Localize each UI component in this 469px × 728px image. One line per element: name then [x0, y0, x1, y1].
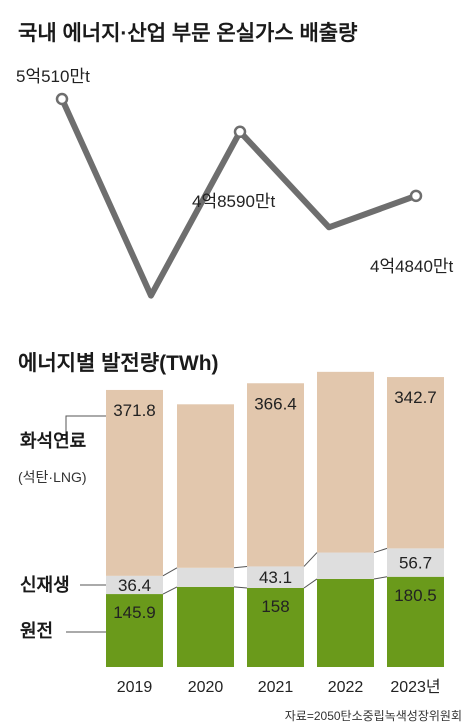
renewable-top-connector — [303, 552, 318, 567]
renewable-segment — [177, 567, 234, 587]
legend-fossil-note: (석탄·LNG) — [18, 469, 87, 485]
legend-renewable-label: 신재생 — [20, 575, 70, 595]
bar-data-label: 366.4 — [254, 394, 297, 413]
fossil-segment — [247, 383, 304, 567]
renewable-top-connector — [233, 565, 248, 569]
nuclear-top-connector — [233, 586, 248, 589]
bar-data-label: 342.7 — [394, 388, 437, 407]
emissions-data-label: 5억510만t — [16, 67, 90, 86]
line-chart-title: 국내 에너지·산업 부문 온실가스 배출량 — [18, 22, 357, 45]
bar-data-label: 158 — [261, 597, 289, 616]
category-label: 2019 — [117, 679, 153, 696]
legend-fossil-label: 화석연료 — [20, 431, 86, 451]
category-label: 2023년 — [390, 678, 440, 696]
category-label: 2021 — [258, 679, 294, 696]
emissions-data-label: 4억4840만t — [370, 257, 454, 276]
bar-data-label: 145.9 — [113, 603, 156, 622]
renewable-segment — [387, 548, 444, 577]
renewable-segment — [317, 552, 374, 579]
legend-nuclear-label: 원전 — [20, 621, 53, 641]
legend-fossil-pointer — [65, 415, 106, 436]
fossil-segment — [106, 389, 163, 576]
emissions-data-label: 4억8590만t — [192, 192, 276, 211]
bar-data-label: 43.1 — [259, 568, 292, 587]
bar-data-label: 36.4 — [118, 576, 151, 595]
generation-stacked-bar-chart: 2019 2020 2021 2022 2023년 145.9 158 180.5 36.4 43… — [65, 371, 444, 696]
source-note: 자료=2050탄소중립녹색성장위원회 — [285, 709, 462, 723]
bar-chart-title: 에너지별 발전량(TWh) — [18, 352, 219, 375]
fossil-segment — [177, 404, 234, 568]
bar-data-label: 180.5 — [394, 586, 437, 605]
legend-fossil: 화석연료 (석탄·LNG) — [18, 431, 87, 485]
nuclear-segment — [106, 594, 163, 667]
renewable-top-connector — [373, 547, 388, 554]
emissions-point — [409, 189, 423, 203]
renewable-top-connector — [162, 567, 178, 577]
category-label: 2022 — [328, 679, 364, 696]
renewable-segment — [247, 566, 304, 588]
nuclear-segment — [317, 578, 374, 667]
fossil-segment — [387, 377, 444, 549]
emissions-point — [55, 92, 69, 106]
nuclear-top-connector — [162, 586, 178, 595]
category-label: 2020 — [188, 679, 224, 696]
nuclear-segment — [177, 586, 234, 667]
nuclear-segment — [247, 588, 304, 667]
nuclear-segment — [387, 576, 444, 667]
bar-data-label: 371.8 — [113, 401, 156, 420]
nuclear-top-connector — [373, 576, 388, 580]
emissions-line-chart: 5억510만t 4억8590만t 4억4840만t — [16, 67, 454, 299]
fossil-segment — [317, 371, 374, 553]
nuclear-top-connector — [303, 578, 318, 589]
emissions-point — [233, 125, 247, 139]
bar-data-label: 56.7 — [399, 554, 432, 573]
renewable-segment — [106, 575, 163, 595]
